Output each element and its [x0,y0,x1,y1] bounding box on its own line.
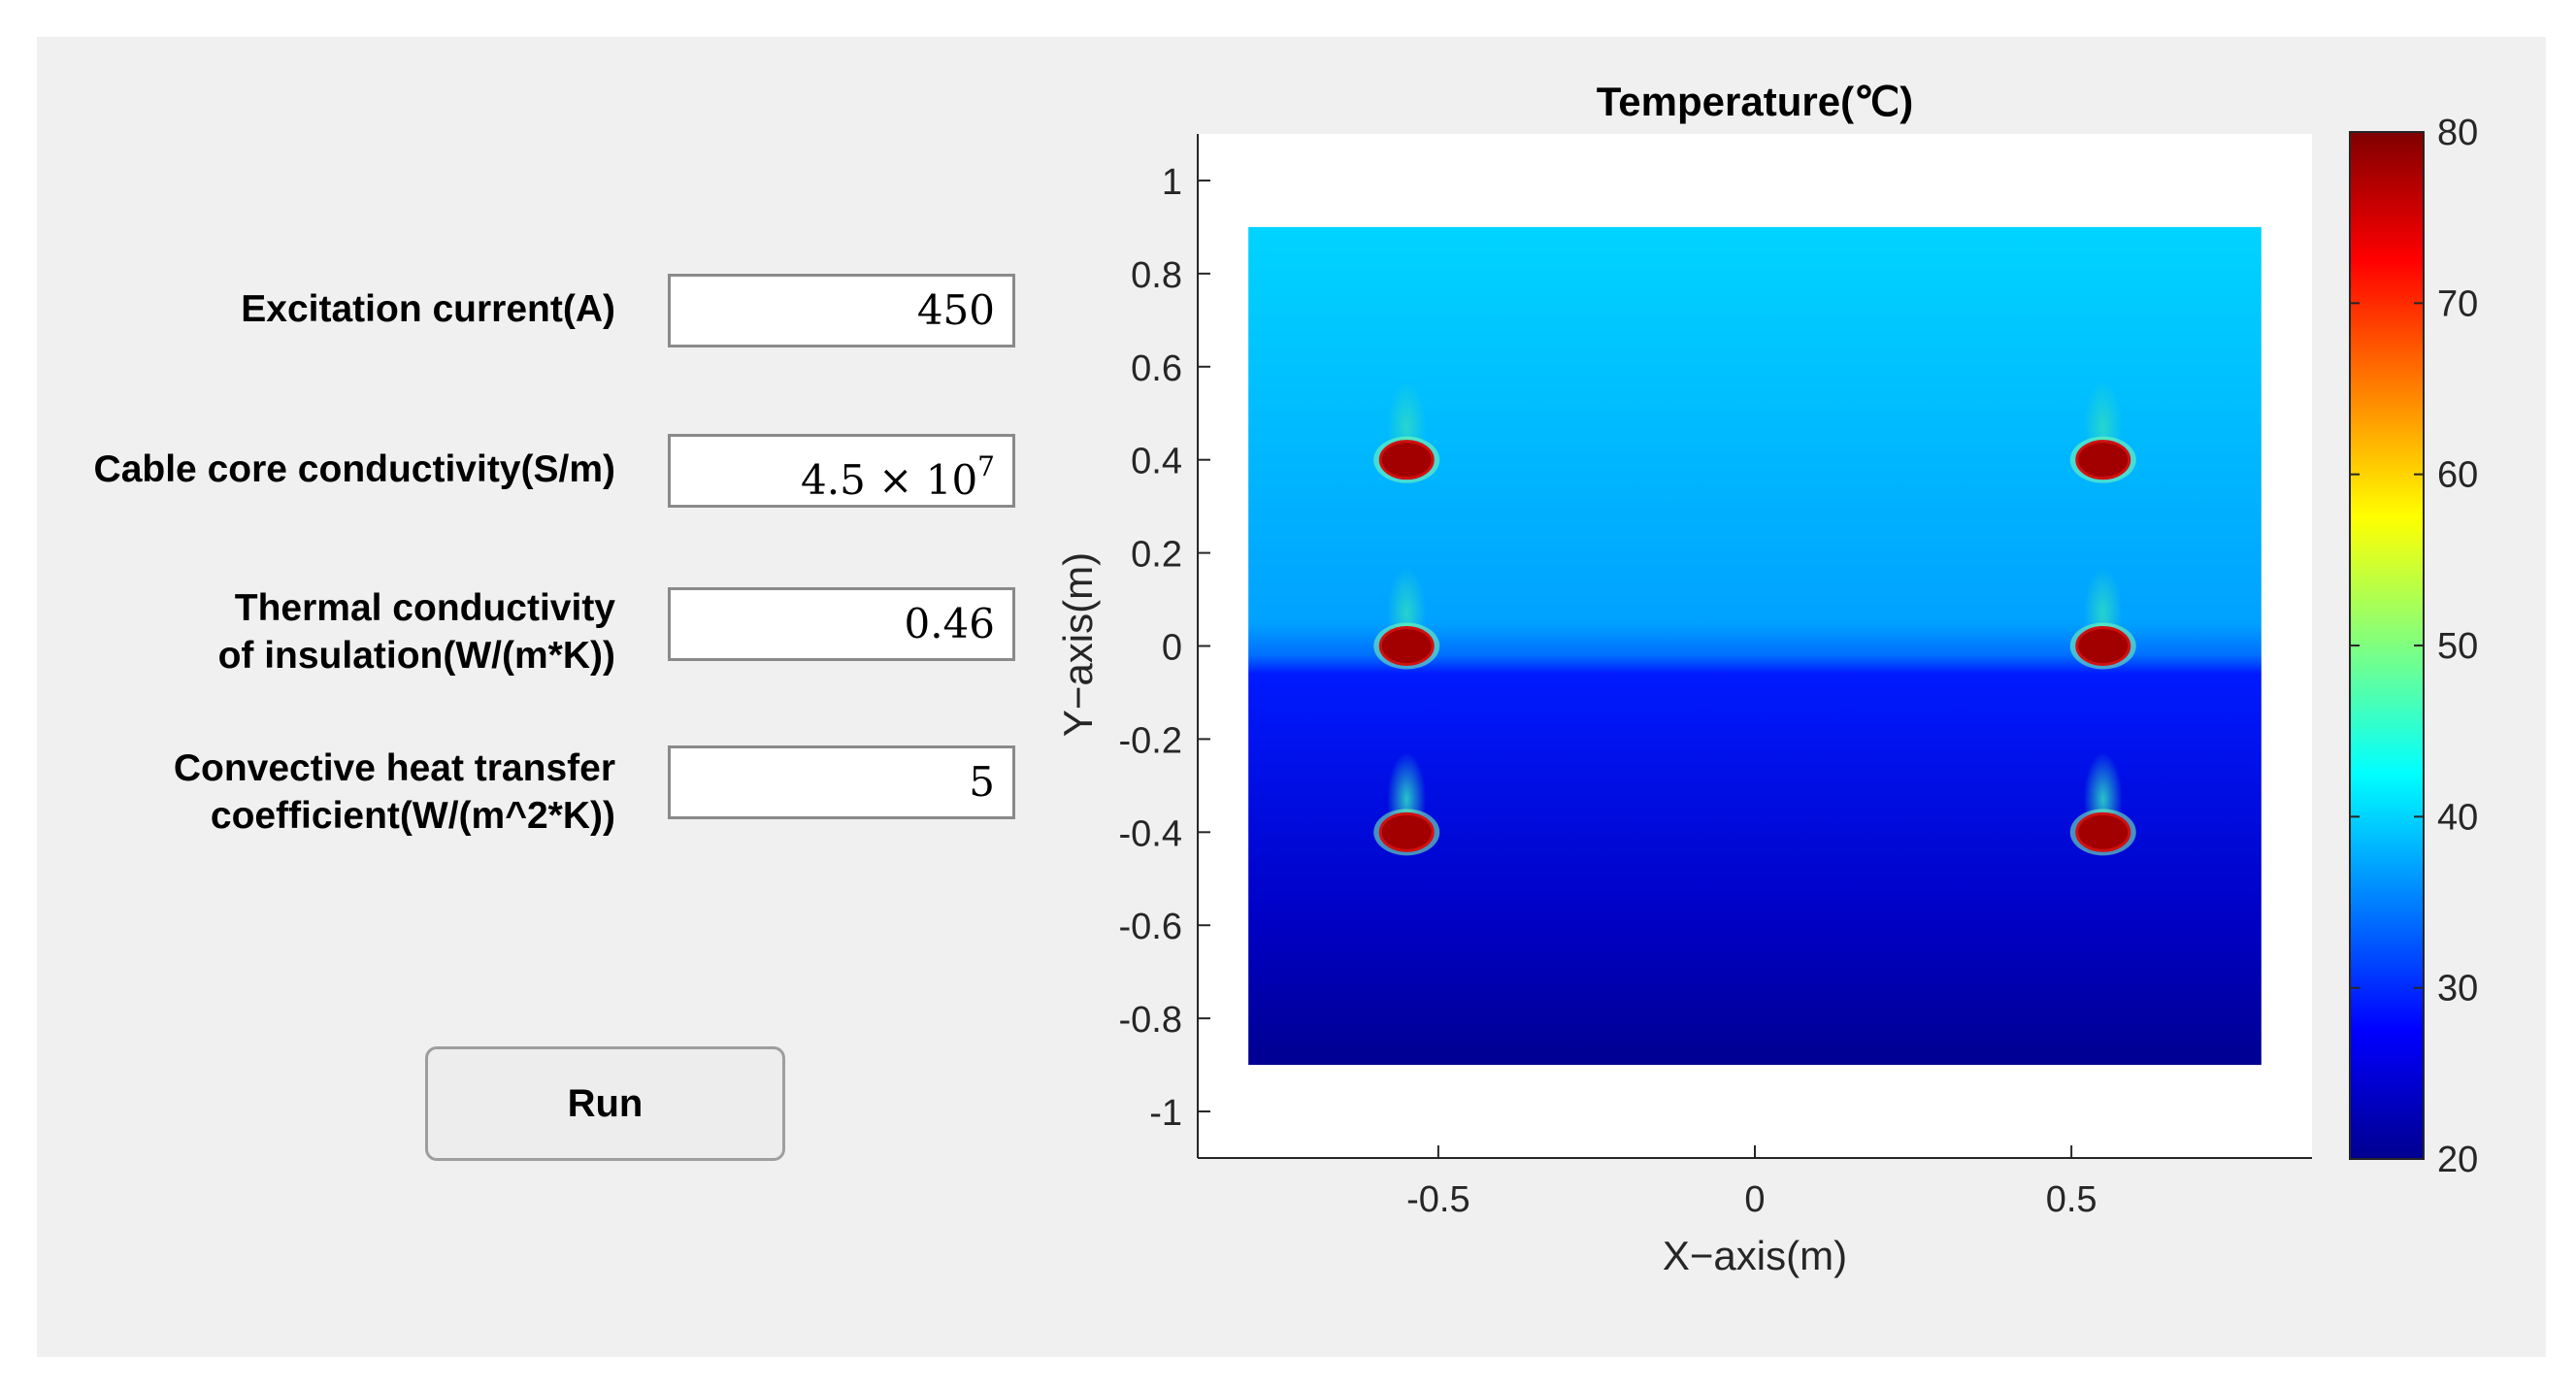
cable-hotspot [2075,440,2131,480]
convective-coefficient-field[interactable]: 5 [668,745,1015,819]
y-tick-label: -0.4 [1119,813,1182,854]
field-value-mantissa: 4.5 × 10 [801,456,978,504]
y-tick-label: -0.2 [1119,720,1182,761]
cable-hotspot [2075,811,2131,852]
colorbar-tick-label: 70 [2437,283,2478,324]
y-tick-label: -0.8 [1119,1000,1182,1041]
x-tick-label: -0.5 [1406,1179,1470,1220]
y-tick-label: 0.2 [1131,535,1182,576]
excitation-current-field[interactable]: 450 [668,274,1015,348]
y-axis-label: Y−axis(m) [1055,552,1101,737]
cable-hotspot [1378,626,1435,666]
thermal-conductivity-field[interactable]: 0.46 [668,587,1015,661]
label-line: Excitation current(A) [241,288,615,330]
cable-core-conductivity-label: Cable core conductivity(S/m) [0,446,615,493]
x-tick-group: -0.5 0 0.5 [1406,1145,2097,1220]
y-tick-label: 0.6 [1131,348,1182,389]
label-line-2: coefficient(W/(m^2*K)) [210,795,615,837]
field-value: 0.46 [904,600,995,647]
colorbar [2349,131,2425,1160]
colorbar-tick-label: 20 [2437,1140,2478,1180]
thermal-conductivity-label: Thermal conductivity of insulation(W/(m*… [0,584,615,679]
y-tick-label: -1 [1149,1093,1182,1134]
y-tick-label: 0.4 [1131,442,1182,482]
colorbar-tick-label: 30 [2437,969,2478,1009]
label-line: Cable core conductivity(S/m) [93,448,615,490]
colorbar-tick-label: 50 [2437,626,2478,667]
convective-coefficient-label: Convective heat transfer coefficient(W/(… [0,745,615,840]
cable-core-conductivity-field[interactable]: 4.5 × 107 [668,434,1015,508]
cable-hotspot [2075,626,2131,666]
cable-hotspot [1378,440,1435,480]
label-line-2: of insulation(W/(m*K)) [217,635,615,677]
y-tick-label: 1 [1162,162,1182,203]
x-tick-label: 0.5 [2046,1179,2097,1220]
x-axis-label: X−axis(m) [1663,1233,1847,1278]
y-tick-label: 0 [1162,628,1182,669]
colorbar-tick-label: 60 [2437,455,2478,496]
field-value: 450 [916,286,995,334]
x-tick-label: 0 [1744,1179,1765,1220]
colorbar-tick-group: 20 30 40 50 60 70 80 [2350,113,2478,1180]
field-value-exponent: 7 [977,450,995,482]
colorbar-tick-label: 80 [2437,113,2478,153]
chart-title: Temperature(℃) [1597,79,1913,124]
run-button[interactable]: Run [425,1046,785,1161]
colorbar-tick-label: 40 [2437,797,2478,838]
y-tick-group: 1 0.8 0.6 0.4 0.2 0 -0.2 -0.4 -0.6 -0.8 -1 [1119,162,1210,1134]
label-line-1: Thermal conductivity [234,587,615,629]
label-line-1: Convective heat transfer [173,747,615,789]
y-tick-label: 0.8 [1131,255,1182,296]
excitation-current-label: Excitation current(A) [0,285,615,333]
field-value: 5 [969,758,995,806]
y-tick-label: -0.6 [1119,907,1182,947]
cable-hotspot [1378,811,1435,852]
cable-group [1378,440,2131,852]
